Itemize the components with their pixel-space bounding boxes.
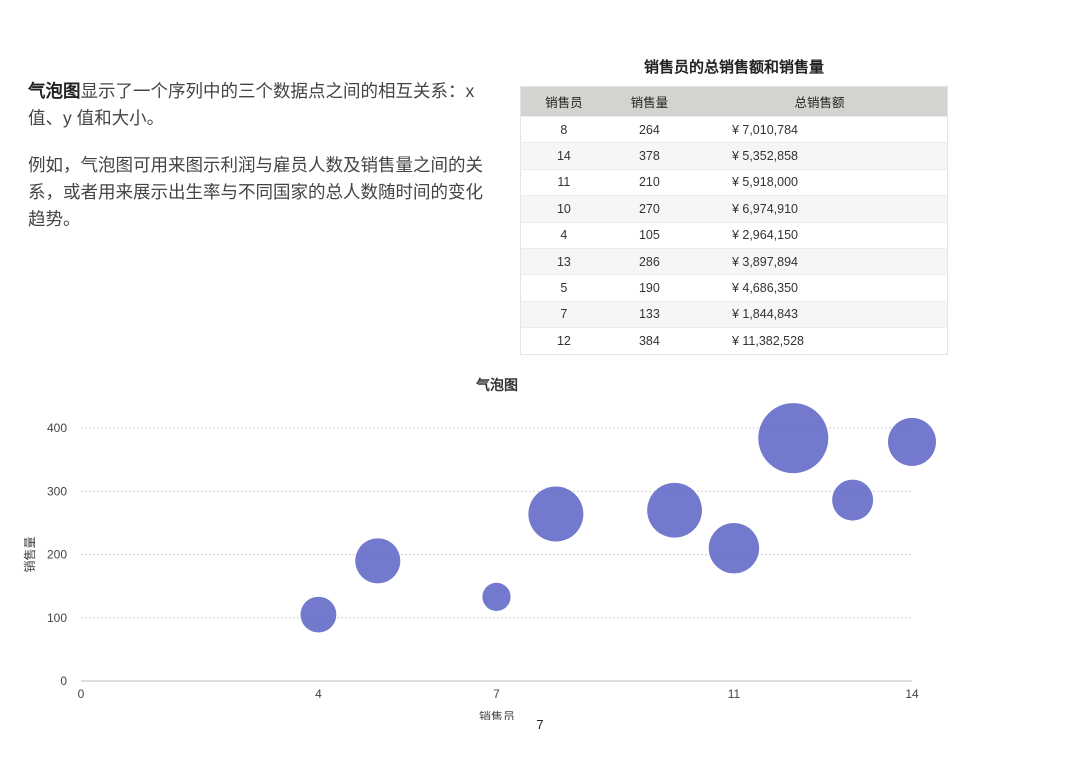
table-cell: 270 bbox=[606, 195, 692, 223]
table-cell: 105 bbox=[606, 221, 692, 249]
table-cell: 7 bbox=[520, 300, 607, 328]
intro-paragraph-1-text: 显示了一个序列中的三个数据点之间的相互关系：x 值、y 值和大小。 bbox=[28, 81, 475, 128]
x-tick-label: 7 bbox=[493, 687, 500, 701]
x-tick-label: 4 bbox=[315, 687, 322, 701]
table-cell: 133 bbox=[606, 300, 692, 328]
table-cell: 286 bbox=[606, 247, 692, 275]
table-cell: 12 bbox=[520, 327, 607, 355]
table-cell: 8 bbox=[520, 115, 607, 143]
bubble bbox=[708, 522, 760, 574]
table-cell: ¥ 2,964,150 bbox=[691, 221, 948, 249]
bubble bbox=[300, 596, 337, 633]
table-cell: ¥ 3,897,894 bbox=[691, 247, 948, 275]
intro-paragraph-2: 例如，气泡图可用来图示利润与雇员人数及销售量之间的关系，或者用来展示出生率与不同… bbox=[28, 155, 483, 229]
table-row: 8 264 ¥ 7,010,784 bbox=[520, 115, 948, 143]
y-tick-label: 200 bbox=[47, 548, 67, 562]
table-cell: ¥ 5,352,858 bbox=[691, 142, 948, 170]
y-tick-label: 100 bbox=[47, 611, 67, 625]
table-cell: 378 bbox=[606, 142, 692, 170]
table-cell: ¥ 5,918,000 bbox=[691, 168, 948, 196]
x-tick-label: 0 bbox=[78, 687, 85, 701]
table-cell: 10 bbox=[520, 195, 607, 223]
table-cell: 210 bbox=[606, 168, 692, 196]
intro-paragraph-1: 气泡图显示了一个序列中的三个数据点之间的相互关系：x 值、y 值和大小。 bbox=[28, 78, 498, 132]
bubble bbox=[355, 538, 401, 584]
x-tick-label: 11 bbox=[728, 687, 741, 701]
table-cell: 264 bbox=[606, 115, 692, 143]
table-cell: ¥ 6,974,910 bbox=[691, 195, 948, 223]
table-cell: 190 bbox=[606, 274, 692, 302]
bubble bbox=[758, 403, 829, 474]
table-cell: 384 bbox=[606, 327, 692, 355]
table-row: 12 384 ¥ 11,382,528 bbox=[520, 327, 948, 355]
table-row: 4 105 ¥ 2,964,150 bbox=[520, 221, 948, 249]
y-tick-label: 0 bbox=[60, 674, 67, 688]
table-row: 11 210 ¥ 5,918,000 bbox=[520, 168, 948, 196]
table-cell: ¥ 7,010,784 bbox=[691, 115, 948, 143]
table-cell: 5 bbox=[520, 274, 607, 302]
y-tick-label: 400 bbox=[47, 421, 67, 435]
x-axis-label: 销售员 bbox=[479, 709, 515, 720]
sales-table: 销售员 销售量 总销售额 8 264 ¥ 7,010,784 14 378 ¥ 5,352,8… bbox=[520, 86, 948, 355]
intro-text: 气泡图显示了一个序列中的三个数据点之间的相互关系：x 值、y 值和大小。 例如，… bbox=[28, 78, 498, 253]
table-header-cell: 销售员 bbox=[520, 86, 607, 117]
chart-title: 气泡图 bbox=[475, 377, 518, 393]
bubble bbox=[482, 582, 511, 611]
table-header-cell: 总销售额 bbox=[691, 86, 948, 117]
intro-term: 气泡图 bbox=[28, 81, 81, 101]
table-cell: ¥ 1,844,843 bbox=[691, 300, 948, 328]
table-cell: ¥ 11,382,528 bbox=[691, 327, 948, 355]
table-row: 13 286 ¥ 3,897,894 bbox=[520, 247, 948, 275]
table-cell: 4 bbox=[520, 221, 607, 249]
table-row: 7 133 ¥ 1,844,843 bbox=[520, 300, 948, 328]
x-tick-label: 14 bbox=[905, 687, 919, 701]
table-cell: 14 bbox=[520, 142, 607, 170]
table-row: 5 190 ¥ 4,686,350 bbox=[520, 274, 948, 302]
table-cell: ¥ 4,686,350 bbox=[691, 274, 948, 302]
bubble bbox=[528, 486, 584, 542]
table-header-row: 销售员 销售量 总销售额 bbox=[520, 86, 948, 117]
y-axis-label: 销售量 bbox=[22, 536, 37, 572]
table-header-cell: 销售量 bbox=[606, 86, 692, 117]
bubble bbox=[832, 479, 874, 521]
table-cell: 11 bbox=[520, 168, 607, 196]
bubble bbox=[647, 482, 702, 538]
y-tick-label: 300 bbox=[47, 484, 67, 498]
table-cell: 13 bbox=[520, 247, 607, 275]
table-title: 销售员的总销售额和销售量 bbox=[643, 59, 824, 76]
page-number: 7 bbox=[536, 717, 544, 732]
bubble bbox=[888, 417, 936, 466]
table-row: 14 378 ¥ 5,352,858 bbox=[520, 142, 948, 170]
table-row: 10 270 ¥ 6,974,910 bbox=[520, 195, 948, 223]
